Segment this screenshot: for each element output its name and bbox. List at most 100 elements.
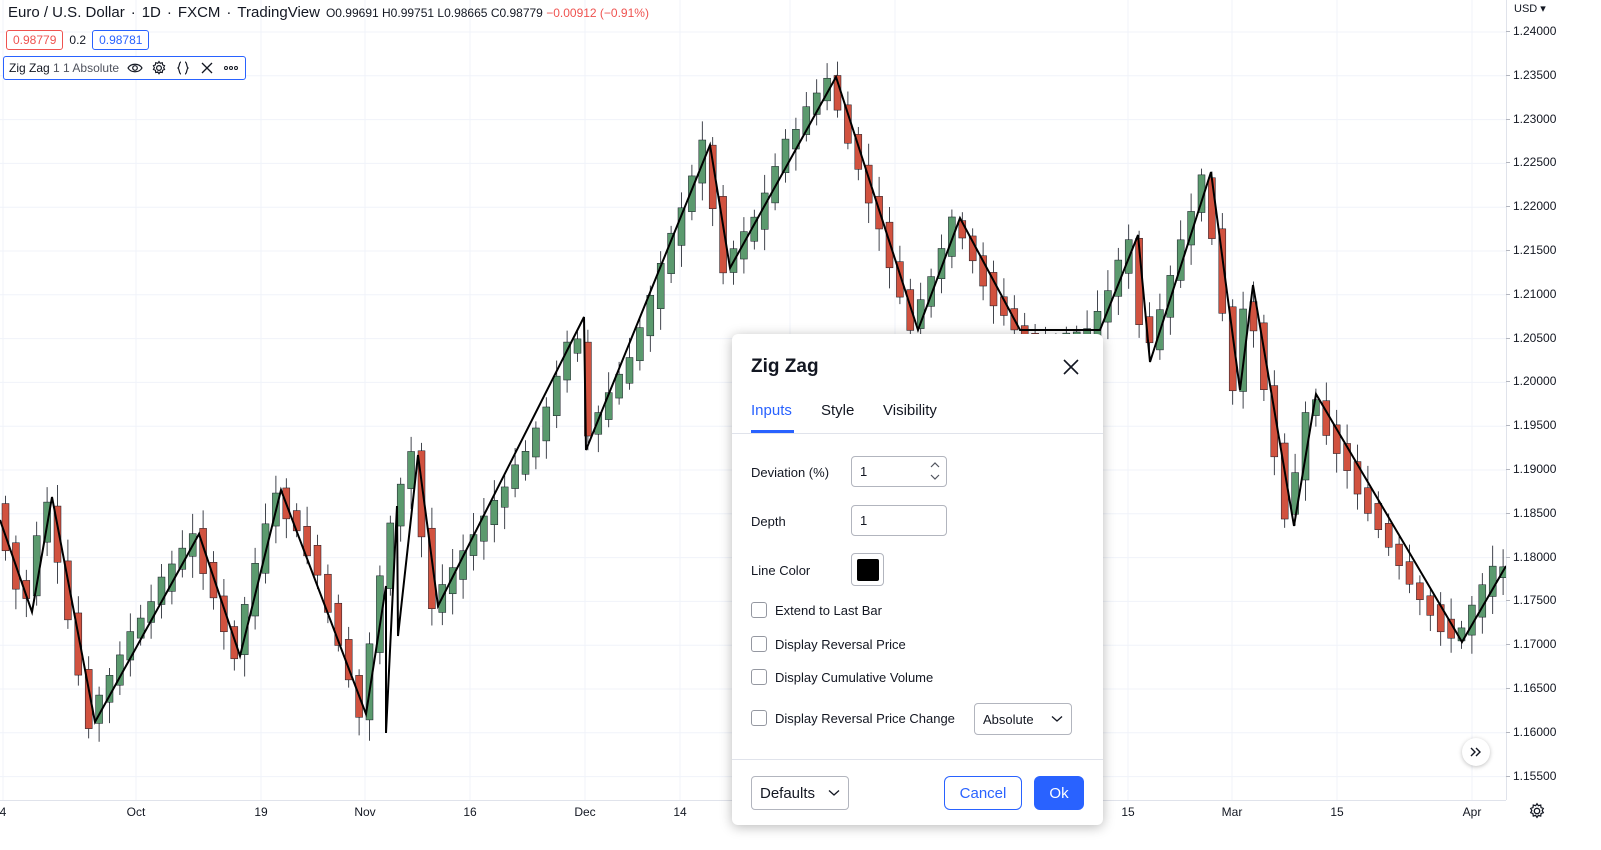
price-axis[interactable]: 1.24000 1.23500 1.23000 1.22500 1.22000 1.215… bbox=[1505, 0, 1601, 800]
close-value: C0.98779 bbox=[490, 5, 543, 20]
candle bbox=[625, 337, 634, 390]
price-tick-label: 1.15500 bbox=[1505, 768, 1557, 783]
symbol-name[interactable]: Euro / U.S. Dollar bbox=[8, 4, 125, 21]
interval-label[interactable]: 1D bbox=[141, 4, 161, 21]
chevron-down-icon bbox=[828, 790, 840, 796]
price-tick-label: 1.17000 bbox=[1505, 637, 1557, 652]
chart-settings-icon[interactable] bbox=[1528, 802, 1546, 820]
candle bbox=[1114, 247, 1123, 315]
cancel-button[interactable]: Cancel bbox=[944, 776, 1022, 810]
candle bbox=[313, 534, 322, 589]
candle bbox=[1187, 193, 1195, 265]
more-icon[interactable] bbox=[223, 60, 239, 76]
candle bbox=[1104, 270, 1112, 340]
tab-inputs[interactable]: Inputs bbox=[751, 402, 792, 419]
price-tick-label: 1.23000 bbox=[1505, 111, 1557, 126]
candle bbox=[937, 234, 946, 294]
display-cumulative-volume-checkbox[interactable] bbox=[751, 669, 767, 685]
symbol-header: Euro / U.S. Dollar · 1D · FXCM · Trading… bbox=[8, 4, 649, 21]
candle bbox=[1322, 382, 1331, 445]
candle bbox=[220, 578, 228, 650]
candle bbox=[688, 164, 696, 221]
candle bbox=[1364, 465, 1372, 522]
extend-to-last-bar-checkbox[interactable] bbox=[751, 602, 767, 618]
time-tick-label: Dec bbox=[574, 805, 596, 819]
gear-icon[interactable] bbox=[151, 60, 167, 76]
spread-value: 0.2 bbox=[69, 33, 87, 47]
price-tick-label: 1.23500 bbox=[1505, 67, 1557, 82]
depth-input[interactable] bbox=[851, 505, 947, 536]
price-tick-label: 1.16000 bbox=[1505, 724, 1557, 739]
source-label: TradingView bbox=[237, 4, 320, 21]
buy-price-button[interactable]: 0.98781 bbox=[92, 30, 150, 50]
change-value: −0.00912 (−0.91%) bbox=[546, 5, 649, 20]
candle bbox=[116, 641, 124, 695]
candle bbox=[1488, 545, 1497, 615]
candle bbox=[771, 153, 779, 211]
depth-label: Depth bbox=[751, 514, 786, 529]
time-tick-label: Mar bbox=[1221, 805, 1243, 819]
candle bbox=[989, 260, 998, 324]
low-value: L0.98665 bbox=[437, 5, 488, 20]
candle bbox=[656, 251, 665, 330]
checkbox-label: Display Cumulative Volume bbox=[775, 669, 934, 685]
scroll-to-realtime-button[interactable] bbox=[1462, 738, 1490, 766]
price-tick-label: 1.16500 bbox=[1505, 681, 1557, 695]
time-tick-label: 14 bbox=[673, 805, 687, 819]
display-reversal-price-change-checkbox[interactable] bbox=[751, 710, 767, 726]
currency-selector[interactable]: USD ▾ bbox=[1514, 3, 1546, 15]
defaults-dropdown[interactable]: Defaults bbox=[751, 776, 849, 810]
candle bbox=[636, 316, 644, 371]
time-tick-label: Apr bbox=[1462, 805, 1482, 819]
candle bbox=[511, 448, 519, 498]
candle bbox=[1457, 620, 1466, 649]
time-tick-label: Oct bbox=[126, 805, 146, 819]
line-color-label: Line Color bbox=[751, 563, 811, 578]
display-reversal-price-checkbox[interactable] bbox=[751, 636, 767, 652]
candle bbox=[251, 547, 259, 630]
deviation-input[interactable] bbox=[851, 456, 947, 487]
eye-icon[interactable] bbox=[127, 60, 143, 76]
dialog-tabs: Inputs Style Visibility bbox=[732, 398, 1103, 434]
price-tick-label: 1.19000 bbox=[1505, 462, 1557, 476]
zigzag-line bbox=[0, 74, 1506, 734]
price-tick-label: 1.20000 bbox=[1505, 374, 1557, 389]
candle bbox=[147, 584, 155, 639]
tab-visibility[interactable]: Visibility bbox=[883, 402, 937, 419]
candle bbox=[1384, 513, 1393, 556]
candle bbox=[698, 121, 707, 201]
candle bbox=[157, 564, 166, 619]
display-cumulative-volume-row[interactable]: Display Cumulative Volume bbox=[751, 669, 933, 685]
time-tick-label: 15 bbox=[1121, 805, 1135, 819]
chevron-down-icon bbox=[1051, 716, 1063, 722]
remove-icon[interactable] bbox=[199, 60, 215, 76]
candle bbox=[521, 440, 530, 481]
price-tick-label: 1.18000 bbox=[1505, 549, 1557, 564]
source-code-icon[interactable] bbox=[175, 60, 191, 76]
candle bbox=[1395, 533, 1403, 580]
indicator-title: Zig Zag 1 1 Absolute bbox=[9, 61, 119, 75]
candle bbox=[417, 442, 426, 558]
candle bbox=[979, 242, 987, 301]
stepper-arrows-icon[interactable] bbox=[928, 458, 942, 484]
candle bbox=[1332, 409, 1341, 473]
time-tick-label: 19 bbox=[254, 805, 268, 819]
candle bbox=[1228, 299, 1237, 405]
price-change-mode-select[interactable]: Absolute bbox=[974, 703, 1072, 735]
extend-to-last-bar-row[interactable]: Extend to Last Bar bbox=[751, 602, 882, 618]
line-color-swatch[interactable] bbox=[851, 553, 884, 586]
tab-style[interactable]: Style bbox=[821, 402, 855, 419]
candle bbox=[230, 620, 239, 671]
display-reversal-price-row[interactable]: Display Reversal Price bbox=[751, 636, 906, 652]
candle bbox=[1176, 220, 1185, 288]
close-icon[interactable] bbox=[1060, 356, 1082, 378]
sell-price-button[interactable]: 0.98779 bbox=[6, 30, 64, 50]
candle bbox=[1239, 291, 1247, 409]
candle bbox=[84, 656, 93, 739]
ok-button[interactable]: Ok bbox=[1034, 776, 1084, 810]
time-tick-label: 16 bbox=[463, 805, 477, 819]
candle bbox=[303, 506, 311, 565]
indicator-legend[interactable]: Zig Zag 1 1 Absolute bbox=[3, 56, 247, 80]
display-reversal-price-change-row[interactable]: Display Reversal Price Change bbox=[751, 710, 955, 726]
candle bbox=[1280, 433, 1289, 528]
